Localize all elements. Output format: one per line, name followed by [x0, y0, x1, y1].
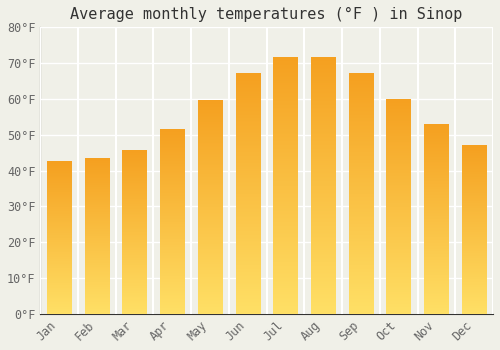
Title: Average monthly temperatures (°F ) in Sinop: Average monthly temperatures (°F ) in Si… [70, 7, 463, 22]
